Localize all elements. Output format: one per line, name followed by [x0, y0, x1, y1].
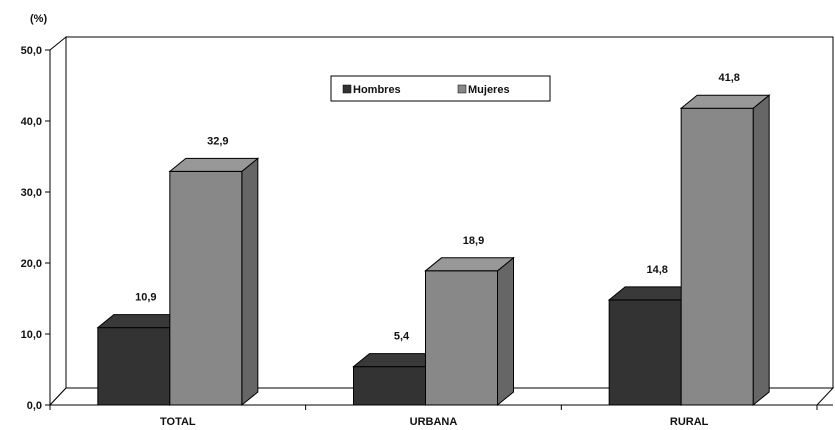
y-tick-label: 10,0 [21, 329, 42, 341]
data-label: 10,9 [135, 292, 156, 304]
data-label: 5,4 [394, 331, 410, 343]
data-label: 18,9 [463, 235, 484, 247]
bar-top-face [679, 94, 771, 109]
bar-front-face [97, 327, 171, 406]
y-tick-label: 0,0 [27, 400, 42, 412]
x-category-label: RURAL [670, 416, 709, 428]
bar-side-face [241, 157, 259, 407]
bars [96, 94, 771, 407]
bar-mujeres-rural [679, 94, 771, 407]
bar-side-face [497, 256, 514, 407]
bar-front-face [680, 107, 754, 406]
bar-front-face [425, 270, 498, 406]
y-tick-label: 40,0 [21, 116, 42, 128]
y-axis: 0,0 10,0 20,0 30,0 40,0 50,0 [21, 45, 50, 412]
data-label: 14,8 [646, 264, 667, 276]
legend-box [330, 75, 551, 102]
y-tick-label: 30,0 [21, 187, 42, 199]
bar-mujeres-urbana [424, 256, 515, 407]
legend: Hombres Mujeres [330, 75, 551, 102]
bar-top-face [424, 257, 515, 272]
bar-front-face [353, 366, 426, 406]
bar-top-face [168, 157, 260, 172]
plot-side-wall [49, 35, 67, 407]
bar-front-face [608, 299, 682, 406]
legend-swatch-mujeres [457, 84, 467, 94]
x-category-label: TOTAL [160, 416, 196, 428]
x-axis: TOTAL URBANA RURAL [49, 405, 818, 428]
x-category-label: URBANA [410, 416, 458, 428]
y-tick-label: 50,0 [21, 45, 42, 57]
data-label: 32,9 [207, 135, 228, 147]
legend-swatch-hombres [342, 84, 352, 94]
bar-mujeres-total [168, 157, 260, 407]
data-labels: 10,9 32,9 5,4 18,9 14,8 41,8 [135, 72, 740, 342]
y-unit-label: (%) [30, 13, 47, 25]
data-label: 41,8 [718, 72, 739, 84]
legend-label-hombres: Hombres [353, 84, 401, 96]
y-tick-label: 20,0 [21, 258, 42, 270]
bar-side-face [752, 94, 770, 407]
legend-label-mujeres: Mujeres [468, 84, 510, 96]
bar-front-face [169, 170, 243, 406]
